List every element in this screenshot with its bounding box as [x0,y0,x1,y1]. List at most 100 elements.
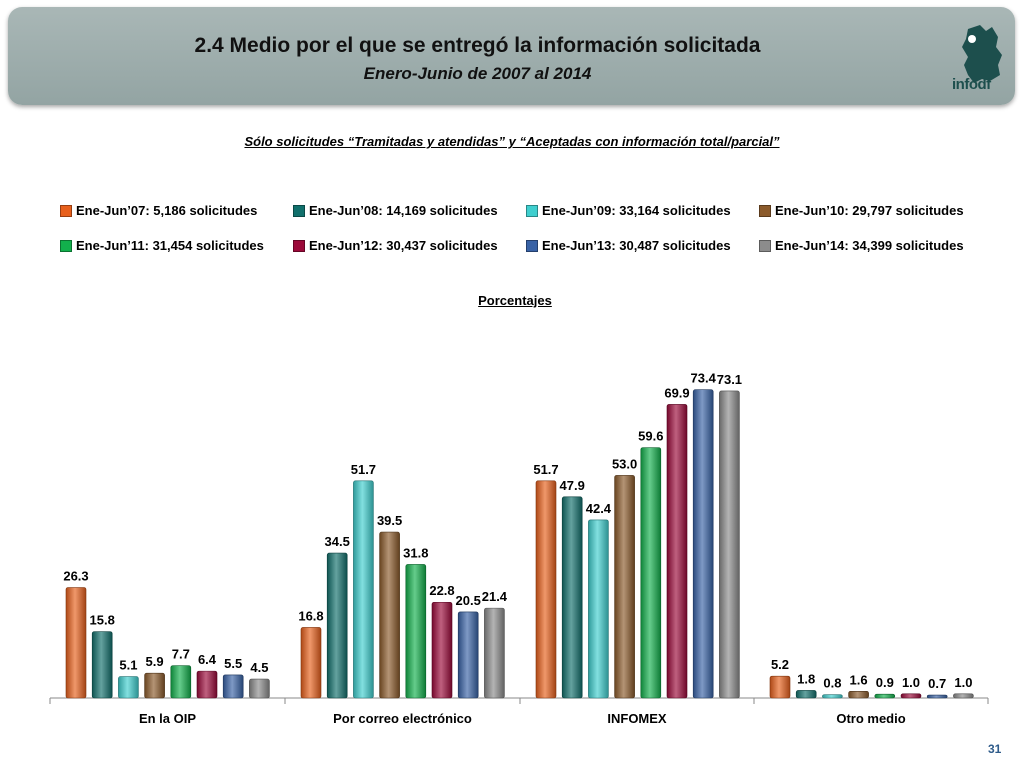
units-label: Porcentajes [478,293,552,308]
data-label: 26.3 [63,569,88,584]
infodf-logo-icon [962,25,1002,83]
bar [405,564,427,699]
header-banner [8,7,1015,105]
legend-item: Ene-Jun’12: 30,437 solicitudes [293,238,498,253]
bar [692,389,714,699]
data-label: 51.7 [351,462,376,477]
data-label: 39.5 [377,513,402,528]
bar [561,496,583,699]
legend-item: Ene-Jun’10: 29,797 solicitudes [759,203,964,218]
bar [457,611,479,699]
bar [196,670,218,699]
bar [222,674,244,699]
bar [144,672,165,699]
data-label: 22.8 [429,583,454,598]
data-label: 42.4 [586,501,612,516]
legend-swatch [759,239,771,252]
bar [926,694,948,699]
data-label: 5.2 [771,657,789,672]
legend-swatch [293,204,305,217]
bar [822,694,843,699]
bar [666,404,688,699]
bar [795,690,817,699]
data-label: 59.6 [638,429,663,444]
legend-item: Ene-Jun’08: 14,169 solicitudes [293,203,498,218]
data-label: 5.9 [146,654,164,669]
data-label: 1.0 [902,675,920,690]
data-label: 34.5 [325,534,350,549]
legend-label: Ene-Jun’12: 30,437 solicitudes [309,238,498,253]
legend-item: Ene-Jun’11: 31,454 solicitudes [60,238,264,253]
bar [300,627,322,699]
data-label: 5.1 [119,658,137,673]
legend-item: Ene-Jun’14: 34,399 solicitudes [759,238,964,253]
page-number: 31 [988,742,1002,756]
data-label: 51.7 [533,462,558,477]
legend-label: Ene-Jun’09: 33,164 solicitudes [542,203,731,218]
legend-swatch [60,204,72,217]
category-label: Por correo electrónico [333,711,472,726]
category-label: INFOMEX [607,711,667,726]
bar [65,587,87,699]
data-label: 47.9 [560,478,585,493]
bar [91,631,113,699]
bar [900,693,922,699]
legend-swatch [759,204,771,217]
page-subtitle: Enero-Junio de 2007 al 2014 [363,64,592,83]
data-label: 4.5 [250,660,268,675]
bar [431,601,453,699]
data-label: 21.4 [482,589,508,604]
data-label: 53.0 [612,456,637,471]
legend-item: Ene-Jun’09: 33,164 solicitudes [526,203,731,218]
legend-label: Ene-Jun’07: 5,186 solicitudes [76,203,258,218]
data-label: 16.8 [298,608,323,623]
data-label: 0.7 [928,676,946,691]
bar [848,690,869,699]
bar [326,552,348,699]
data-label: 7.7 [172,647,190,662]
data-label: 1.0 [954,675,972,690]
category-label: En la OIP [139,711,196,726]
bar [874,693,896,699]
bar [379,531,400,699]
data-label: 0.9 [876,675,894,690]
legend-label: Ene-Jun’10: 29,797 solicitudes [775,203,964,218]
data-label: 15.8 [90,613,115,628]
legend-item: Ene-Jun’13: 30,487 solicitudes [526,238,731,253]
legend-item: Ene-Jun’07: 5,186 solicitudes [60,203,257,218]
legend-label: Ene-Jun’14: 34,399 solicitudes [775,238,964,253]
data-label: 20.5 [456,593,481,608]
legend-label: Ene-Jun’11: 31,454 solicitudes [76,238,264,253]
bar [249,678,270,699]
legend-label: Ene-Jun’13: 30,487 solicitudes [542,238,731,253]
legend-swatch [526,239,538,252]
legend-label: Ene-Jun’08: 14,169 solicitudes [309,203,498,218]
bar [588,519,609,699]
data-label: 6.4 [198,652,217,667]
data-label: 73.4 [691,371,717,386]
page-title: 2.4 Medio por el que se entregó la infor… [194,34,761,57]
bar [353,480,374,699]
bar [640,447,662,699]
data-label: 73.1 [717,372,742,387]
data-label: 1.6 [850,672,868,687]
bar [535,480,557,699]
data-label: 5.5 [224,656,242,671]
data-label: 69.9 [664,385,689,400]
legend-swatch [526,204,538,217]
bar [719,390,740,699]
bar [118,676,139,699]
bar-chart: 26.3 15.8 5.1 5.9 7.7 6.4 5.5 4.5 En la OIP 16.8 3… [49,371,989,726]
bar [769,675,791,699]
bar [170,665,192,699]
data-label: 31.8 [403,545,428,560]
legend-swatch [293,239,305,252]
bar [484,607,505,699]
data-label: 1.8 [797,671,815,686]
legend-swatch [60,239,72,252]
bar [953,693,974,699]
logo-text: infodf [952,76,991,93]
filter-note: Sólo solicitudes “Tramitadas y atendidas… [244,134,780,149]
category-label: Otro medio [836,711,905,726]
bar [614,475,635,699]
